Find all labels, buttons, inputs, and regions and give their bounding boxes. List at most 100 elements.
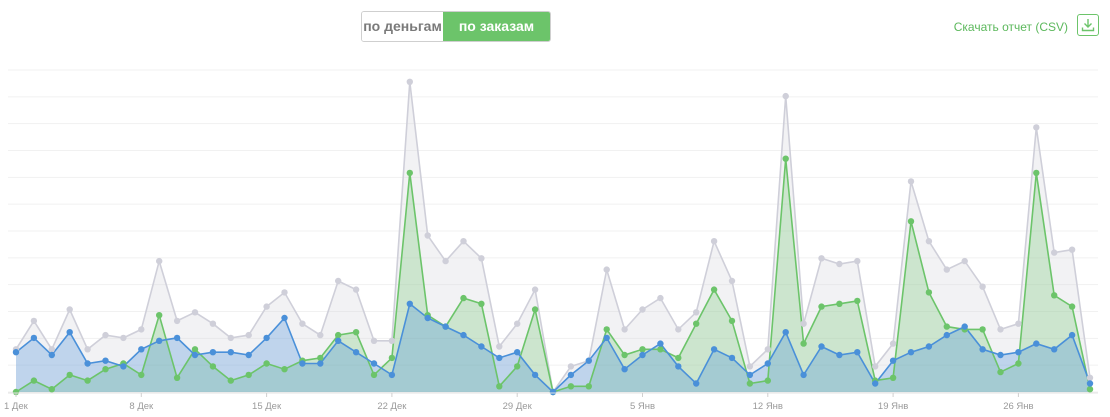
x-tick-label: 15 Дек <box>252 401 282 412</box>
data-point <box>907 178 915 185</box>
data-point <box>764 377 771 384</box>
data-point <box>496 354 503 362</box>
data-point <box>263 303 270 310</box>
by-money-button[interactable]: по деньгам <box>362 12 443 41</box>
data-point <box>317 331 324 339</box>
data-point <box>1033 124 1040 131</box>
data-point <box>531 306 539 313</box>
data-point <box>514 320 521 327</box>
data-point <box>961 323 968 330</box>
x-tick-label: 1 Дек <box>4 401 29 412</box>
data-point <box>728 277 736 285</box>
data-point <box>728 317 736 325</box>
metric-toggle: по деньгам по заказам <box>361 11 551 42</box>
data-point <box>388 371 396 379</box>
data-point <box>693 309 700 316</box>
data-point <box>173 317 181 325</box>
data-point <box>836 351 843 359</box>
data-point <box>1086 374 1094 381</box>
data-point <box>925 289 933 296</box>
data-point <box>102 331 109 339</box>
data-point <box>281 366 288 373</box>
data-point <box>173 374 181 381</box>
data-point <box>352 349 360 356</box>
series-area <box>16 158 1090 392</box>
data-point <box>693 320 700 327</box>
data-point <box>424 232 431 239</box>
data-point <box>1015 320 1022 327</box>
data-point <box>782 155 789 162</box>
data-point <box>478 343 485 350</box>
data-point <box>478 300 485 307</box>
series-area <box>16 81 1090 393</box>
data-point <box>245 351 252 359</box>
data-point <box>496 383 503 390</box>
data-point <box>675 354 682 362</box>
data-point <box>1068 303 1076 310</box>
data-point <box>406 300 413 307</box>
data-point <box>1051 292 1058 299</box>
data-point <box>317 360 324 367</box>
data-point <box>191 346 199 353</box>
data-point <box>48 351 55 359</box>
data-point <box>818 343 825 350</box>
data-point <box>30 334 38 342</box>
data-point <box>710 346 718 353</box>
data-point <box>138 346 145 353</box>
data-point <box>263 334 270 342</box>
x-tick-label: 22 Дек <box>377 401 407 412</box>
data-point <box>120 363 127 370</box>
data-point <box>48 346 55 353</box>
data-point <box>907 349 915 356</box>
data-point <box>621 326 628 333</box>
data-point <box>335 277 342 285</box>
data-point <box>424 314 431 322</box>
data-point <box>639 306 646 313</box>
data-point <box>675 326 682 333</box>
data-point <box>603 326 610 333</box>
data-point <box>943 323 950 330</box>
data-point <box>227 334 234 342</box>
data-point <box>496 343 503 350</box>
data-point <box>156 257 163 265</box>
data-point <box>102 357 109 364</box>
download-csv-link[interactable]: Скачать отчет (CSV) <box>953 20 1068 34</box>
data-point <box>66 329 73 336</box>
data-point <box>657 340 664 347</box>
data-point <box>746 363 754 370</box>
data-point <box>388 354 396 362</box>
data-point <box>1015 360 1022 367</box>
data-point <box>746 380 754 387</box>
data-point <box>657 346 664 353</box>
data-point <box>120 334 127 342</box>
data-point <box>979 326 986 333</box>
data-point <box>370 360 378 367</box>
data-point <box>514 363 521 370</box>
data-point <box>478 255 485 262</box>
data-point <box>406 78 413 86</box>
data-point <box>549 388 557 396</box>
data-point <box>675 363 682 370</box>
data-point <box>710 238 718 245</box>
data-point <box>531 286 539 293</box>
by-orders-button[interactable]: по заказам <box>443 12 550 41</box>
data-point <box>836 300 843 307</box>
data-point <box>227 377 234 384</box>
data-point <box>854 349 861 356</box>
data-point <box>281 289 288 296</box>
data-point <box>1051 346 1058 353</box>
data-point <box>460 294 467 302</box>
data-point <box>84 346 91 353</box>
x-tick-label: 29 Дек <box>503 401 533 412</box>
data-point <box>138 326 145 333</box>
data-point <box>227 349 234 356</box>
data-point <box>639 351 646 359</box>
data-point <box>156 337 163 344</box>
data-point <box>585 357 592 364</box>
data-point <box>263 360 270 367</box>
download-csv-button[interactable] <box>1077 14 1099 36</box>
data-point <box>66 306 73 313</box>
data-point <box>102 366 109 373</box>
data-point <box>979 346 986 353</box>
